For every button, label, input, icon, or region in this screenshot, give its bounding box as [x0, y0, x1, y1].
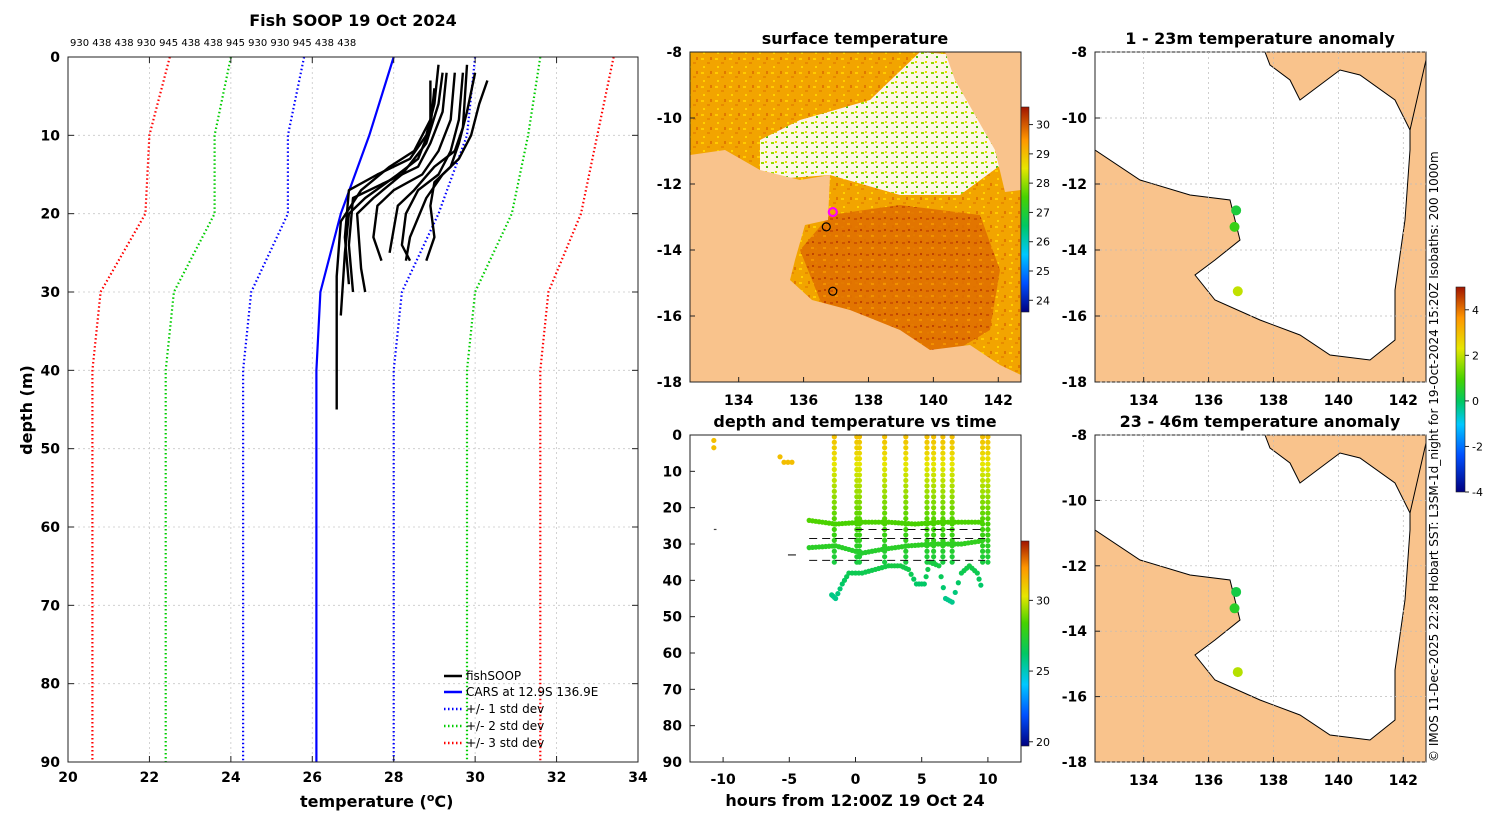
x-tick-label: 24 [221, 770, 241, 786]
legend-2std: +/- 2 std dev [466, 719, 544, 733]
y-tick-label: 0 [50, 50, 60, 66]
profile-legend: fishSOOP CARS at 12.9S 136.9E +/- 1 std … [444, 669, 598, 750]
std-plus-line [539, 56, 615, 762]
legend-cars: CARS at 12.9S 136.9E [466, 685, 598, 699]
sensor-ids: 930 438 438 930 945 438 438 945 930 930 … [70, 38, 356, 49]
profile-grid [67, 56, 639, 763]
fishsoop-profile [388, 64, 469, 254]
profile-climatology [91, 56, 615, 762]
y-tick-label: 50 [41, 442, 61, 458]
fishsoop-profile [335, 80, 432, 410]
y-tick-label: 70 [41, 598, 61, 614]
y-tick-label: 60 [41, 520, 61, 536]
profile-ylabel: depth (m) [17, 365, 36, 455]
y-tick-label: 90 [41, 755, 61, 771]
x-tick-label: 32 [547, 770, 566, 786]
x-tick-label: 26 [303, 770, 322, 786]
x-tick-label: 20 [58, 770, 78, 786]
fishsoop-profile [372, 72, 456, 262]
profile-title: Fish SOOP 19 Oct 2024 [249, 11, 457, 30]
profile-xlabel: temperature (oC) [300, 791, 453, 811]
profile-axes-frame [67, 56, 639, 763]
legend-1std: +/- 1 std dev [466, 702, 544, 716]
profile-observations [335, 64, 489, 410]
y-tick-label: 20 [41, 207, 61, 223]
cars-line [315, 56, 395, 762]
std-plus-line [465, 56, 542, 762]
y-tick-label: 80 [41, 677, 61, 693]
std-minus-line [242, 56, 306, 762]
x-tick-label: 30 [465, 770, 485, 786]
x-tick-label: 22 [140, 770, 159, 786]
std-minus-line [91, 56, 171, 762]
fishsoop-profile [339, 88, 436, 316]
fishsoop-profile [404, 80, 489, 261]
y-tick-label: 30 [41, 285, 61, 301]
y-tick-label: 10 [41, 128, 61, 144]
fishsoop-profile [355, 72, 444, 293]
legend-3std: +/- 3 std dev [466, 736, 544, 750]
legend-fishsoop: fishSOOP [466, 669, 521, 683]
fishsoop-profile [400, 72, 465, 262]
profile-ticks: 20 22 24 26 28 30 32 34 0 10 20 30 40 50 60 70 80 90 [41, 50, 648, 786]
std-plus-line [392, 56, 477, 762]
y-tick-label: 40 [41, 363, 61, 379]
std-minus-line [164, 56, 232, 762]
x-tick-label: 34 [628, 770, 648, 786]
x-tick-label: 28 [384, 770, 403, 786]
